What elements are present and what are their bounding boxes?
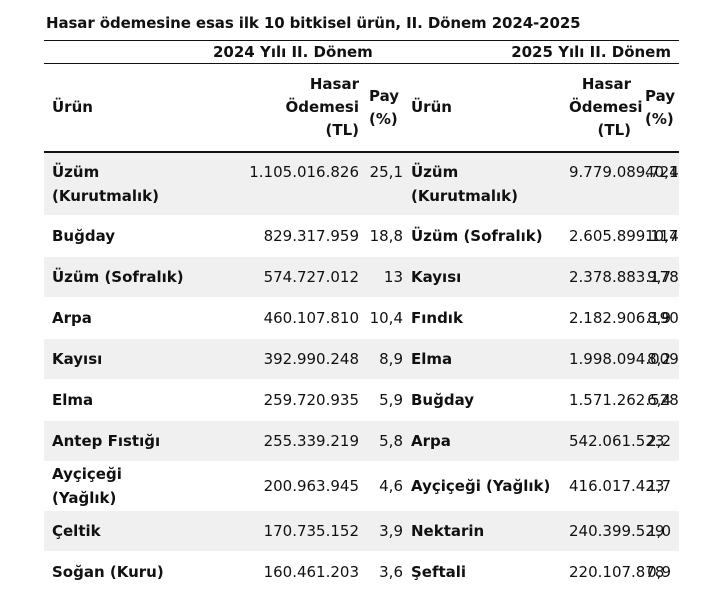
header-payment-line3: (TL) [597, 121, 631, 139]
payment-2024: 1.105.016.826 [249, 163, 359, 181]
payment-2024: 200.963.945 [263, 476, 359, 495]
payment-2025: 416.017.423 [569, 476, 665, 495]
table-row: Üzüm (Sofralık) 574.727.012 13 Kayısı 2.… [44, 256, 679, 297]
product-2024: Arpa [52, 308, 92, 327]
share-2025: 8,2 [647, 349, 671, 368]
header-payment-2024: Hasar Ödemesi (TL) [199, 64, 361, 151]
table-row: Kayısı 392.990.248 8,9 Elma 1.998.094.00… [44, 338, 679, 379]
share-2025: 10,7 [645, 226, 679, 245]
product-2024: Soğan (Kuru) [52, 562, 164, 581]
table-row: Ayçiçeği (Yağlık) 200.963.945 4,6 Ayçiçe… [44, 461, 679, 510]
product-2024: Buğday [52, 226, 116, 245]
product-2025: Ayçiçeği (Yağlık) [411, 476, 551, 495]
table-row: Arpa 460.107.810 10,4 Fındık 2.182.906.1… [44, 297, 679, 338]
header-share-line2: (%) [369, 109, 398, 128]
product-2024: Çeltik [52, 521, 101, 540]
payment-2024: 392.990.248 [263, 349, 359, 368]
table-row: Soğan (Kuru) 160.461.203 3,6 Şeftali 220… [44, 551, 679, 592]
header-product-2025: Ürün [403, 64, 561, 151]
header-share-line1: Pay [645, 86, 676, 105]
payment-2025: 240.399.529 [569, 521, 665, 540]
share-2024: 13 [383, 267, 403, 286]
product-2025: Kayısı [411, 267, 462, 286]
period-rule [44, 63, 679, 64]
table-row: Elma 259.720.935 5,9 Buğday 1.571.262.52… [44, 379, 679, 420]
share-2025: 0,9 [647, 562, 671, 581]
share-2025: 40,1 [645, 163, 679, 181]
table-title: Hasar ödemesine esas ilk 10 bitkisel ürü… [46, 14, 581, 32]
header-bottom-rule [44, 151, 679, 153]
payment-2024: 259.720.935 [263, 390, 359, 409]
header-payment-line3: (TL) [325, 121, 359, 139]
period-2024-heading: 2024 Yılı II. Dönem [213, 43, 373, 61]
share-2024: 5,8 [379, 431, 403, 450]
share-2025: 8,9 [647, 308, 671, 327]
period-2025-heading: 2025 Yılı II. Dönem [511, 43, 671, 61]
header-share-2025: Pay (%) [637, 64, 679, 151]
header-payment-line1: Hasar [581, 75, 631, 93]
share-2024: 5,9 [379, 390, 403, 409]
header-payment-line2: Ödemesi [569, 98, 643, 116]
payment-2024: 574.727.012 [263, 267, 359, 286]
header-share-line1: Pay [369, 86, 400, 105]
payment-2025: 9.779.089.724 [569, 163, 679, 181]
product-2025: Buğday [411, 390, 475, 409]
payment-2025: 1.998.094.009 [569, 349, 679, 368]
document: Hasar ödemesine esas ilk 10 bitkisel ürü… [44, 14, 679, 581]
product-2024: Kayısı [52, 349, 103, 368]
product-2025: Nektarin [411, 521, 485, 540]
product-2025: Şeftali [411, 562, 467, 581]
payment-2024: 829.317.959 [263, 226, 359, 245]
product-2024: Üzüm (Sofralık) [52, 267, 184, 286]
share-2024: 4,6 [379, 476, 403, 495]
share-2025: 2,2 [647, 431, 671, 450]
payment-2024: 460.107.810 [263, 308, 359, 327]
payment-2025: 1.571.262.528 [569, 390, 679, 409]
header-share-line2: (%) [645, 109, 674, 128]
data-table: Ürün Hasar Ödemesi (TL) Pay (%) Ürün Hasar Ö… [44, 64, 679, 593]
payment-2025: 2.378.883.178 [569, 267, 679, 286]
product-2025: Üzüm (Kurutmalık) [411, 163, 519, 205]
payment-2024: 255.339.219 [263, 431, 359, 450]
table-row: Çeltik 170.735.152 3,9 Nektarin 240.399.… [44, 510, 679, 551]
header-row: Ürün Hasar Ödemesi (TL) Pay (%) Ürün Hasar Ö… [44, 64, 679, 151]
top-rule [44, 40, 679, 41]
share-2024: 8,9 [379, 349, 403, 368]
table-row: Üzüm (Kurutmalık) 1.105.016.826 25,1 Üzü… [44, 151, 679, 215]
payment-2025: 220.107.878 [569, 562, 665, 581]
share-2024: 3,6 [379, 562, 403, 581]
product-2025: Fındık [411, 308, 463, 327]
header-payment-2025: Hasar Ödemesi (TL) [561, 64, 643, 151]
product-2024: Elma [52, 390, 94, 409]
header-product-2024: Ürün [44, 64, 199, 151]
share-2024: 18,8 [369, 226, 403, 245]
table-row: Antep Fıstığı 255.339.219 5,8 Arpa 542.0… [44, 420, 679, 461]
product-2024: Antep Fıstığı [52, 431, 161, 450]
share-2024: 3,9 [379, 521, 403, 540]
product-2024: Ayçiçeği (Yağlık) [52, 464, 122, 507]
header-product-label: Ürün [411, 98, 452, 116]
header-payment-line2: Ödemesi [285, 98, 359, 116]
product-2025: Arpa [411, 431, 451, 450]
share-2025: 1,7 [647, 476, 671, 495]
product-2024: Üzüm (Kurutmalık) [52, 163, 160, 205]
product-2025: Elma [411, 349, 453, 368]
payment-2024: 160.461.203 [263, 562, 359, 581]
payment-2024: 170.735.152 [263, 521, 359, 540]
header-payment-line1: Hasar [309, 75, 359, 93]
header-share-2024: Pay (%) [361, 64, 403, 151]
payment-2025: 2.182.906.190 [569, 308, 679, 327]
share-2025: 9,7 [647, 267, 671, 286]
table-row: Buğday 829.317.959 18,8 Üzüm (Sofralık) … [44, 215, 679, 256]
share-2024: 10,4 [369, 308, 403, 327]
product-2025: Üzüm (Sofralık) [411, 226, 543, 245]
share-2025: 6,4 [647, 390, 671, 409]
share-2025: 1,0 [647, 521, 671, 540]
payment-2025: 542.061.523 [569, 431, 665, 450]
share-2024: 25,1 [369, 163, 403, 181]
header-product-label: Ürün [52, 98, 93, 116]
payment-2025: 2.605.899.114 [569, 226, 679, 245]
